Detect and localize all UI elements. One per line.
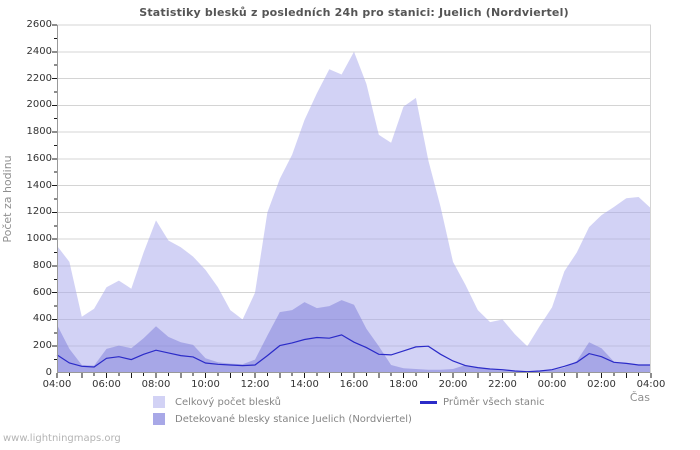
- y-tick-label: 800: [32, 259, 52, 271]
- x-tick-label: 20:00: [438, 379, 468, 390]
- y-tick-label: 1400: [26, 179, 52, 191]
- y-tick-label: 1000: [26, 233, 52, 245]
- x-tick-label: 22:00: [488, 379, 517, 390]
- x-tick-label: 04:00: [636, 379, 666, 390]
- legend-swatch-average-line: [420, 401, 437, 404]
- x-tick-label: 04:00: [42, 379, 72, 390]
- y-tick-label: 200: [32, 340, 52, 352]
- x-tick-label: 06:00: [92, 379, 121, 390]
- x-tick-label: 12:00: [240, 379, 270, 390]
- y-axis-title: Počet za hodinu: [1, 155, 14, 243]
- y-tick-label: 1600: [26, 152, 52, 164]
- legend-swatch-station: [153, 413, 165, 425]
- x-tick-label: 00:00: [537, 379, 567, 390]
- y-tick-label: 400: [32, 313, 52, 325]
- x-tick-label: 02:00: [587, 379, 616, 390]
- y-tick-label: 1200: [26, 206, 52, 218]
- x-axis-title: Čas: [629, 391, 650, 404]
- x-tick-label: 16:00: [339, 379, 369, 390]
- legend-label-station: Detekované blesky stanice Juelich (Nordv…: [175, 414, 412, 425]
- y-tick-label: 2200: [26, 72, 52, 84]
- x-tick-label: 08:00: [141, 379, 171, 390]
- legend-label-average: Průměr všech stanic: [443, 397, 545, 408]
- y-tick-label: 2600: [26, 19, 52, 30]
- plot-area: [52, 24, 652, 378]
- y-tick-label: 1800: [26, 126, 52, 138]
- x-tick-label: 10:00: [191, 379, 220, 390]
- y-tick-label: 2000: [26, 99, 52, 111]
- x-tick-label: 18:00: [389, 379, 418, 390]
- y-tick-label: 0: [45, 367, 52, 378]
- y-tick-label: 600: [32, 286, 52, 298]
- footer-website-link[interactable]: www.lightningmaps.org: [3, 433, 121, 444]
- legend-label-total: Celkový počet blesků: [175, 397, 282, 408]
- legend-swatch-total: [153, 396, 165, 408]
- x-tick-label: 14:00: [290, 379, 319, 390]
- y-tick-label: 2400: [26, 45, 52, 57]
- chart-title: Statistiky blesků z posledních 24h pro s…: [139, 6, 569, 19]
